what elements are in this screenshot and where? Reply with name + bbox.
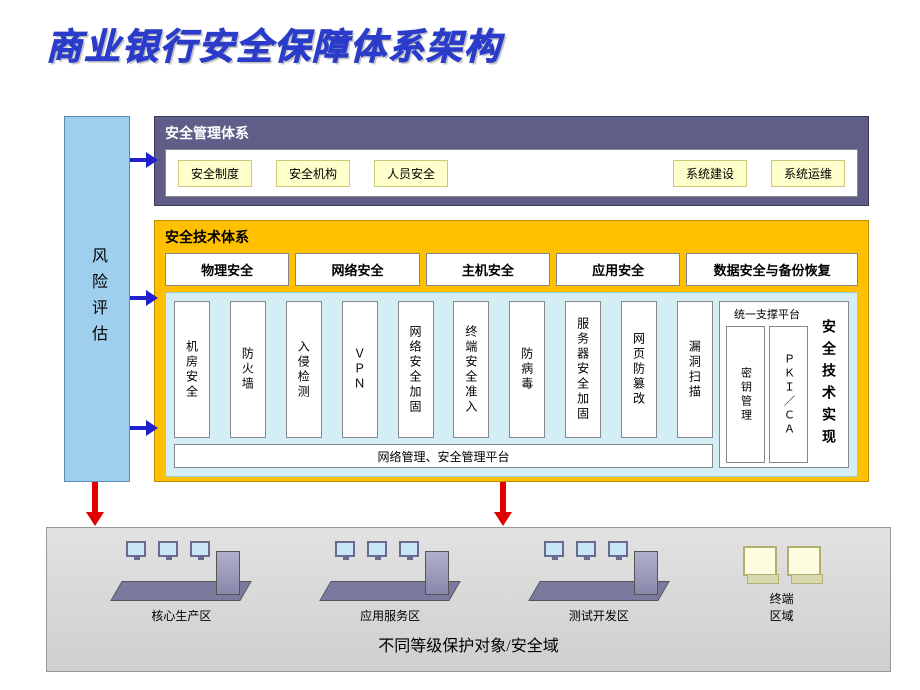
unified-label: 统一支撑平台 xyxy=(726,306,808,322)
arrow-red-icon xyxy=(500,482,506,514)
bottom-panel: 核心生产区 应用服务区 测试开发区 终端 区域 不同等级 xyxy=(46,527,891,672)
cat-box: 主机安全 xyxy=(426,253,550,286)
bottom-caption: 不同等级保护对象/安全域 xyxy=(47,632,890,656)
cat-box: 数据安全与备份恢复 xyxy=(686,253,858,286)
arrow-blue-icon xyxy=(130,426,148,430)
risk-sidebar: 风险评估 xyxy=(64,116,130,482)
zone-label: 应用服务区 xyxy=(360,607,420,624)
mgmt-box: 系统运维 xyxy=(771,160,845,187)
server-row: 核心生产区 应用服务区 测试开发区 终端 区域 xyxy=(47,536,890,624)
tech-col: 终端安全准入 xyxy=(453,301,489,438)
terminal-icon xyxy=(743,546,777,576)
terminal-zone: 终端 区域 xyxy=(743,546,821,624)
cat-box: 应用安全 xyxy=(556,253,680,286)
arrow-blue-icon xyxy=(130,296,148,300)
implementation-column: 安全技术实现 xyxy=(812,306,842,463)
server-zone: 核心生产区 xyxy=(116,539,246,624)
arrow-blue-icon xyxy=(130,158,148,162)
tech-col: 服务器安全加固 xyxy=(565,301,601,438)
tech-col: 漏洞扫描 xyxy=(677,301,713,438)
server-zone: 应用服务区 xyxy=(325,539,455,624)
technology-right: 统一支撑平台 密钥管理 ＰＫＩ／ＣＡ 安全技术实现 xyxy=(719,301,849,468)
mgmt-box: 人员安全 xyxy=(374,160,448,187)
terminal-label: 终端 区域 xyxy=(770,590,794,624)
unified-item: ＰＫＩ／ＣＡ xyxy=(769,326,808,463)
tech-col: 防病毒 xyxy=(509,301,545,438)
unified-items: 密钥管理 ＰＫＩ／ＣＡ xyxy=(726,326,808,463)
zone-label: 核心生产区 xyxy=(151,607,211,624)
risk-sidebar-label: 风险评估 xyxy=(85,247,109,351)
management-row: 安全制度 安全机构 人员安全 系统建设 系统运维 xyxy=(165,149,858,197)
technology-left: 机房安全 防火墙 入侵检测 ＶＰＮ 网络安全加固 终端安全准入 防病毒 服务器安… xyxy=(174,301,713,468)
unified-item: 密钥管理 xyxy=(726,326,765,463)
server-cluster-icon xyxy=(116,539,246,601)
cat-box: 网络安全 xyxy=(295,253,419,286)
mgmt-box: 系统建设 xyxy=(673,160,747,187)
tech-col: 防火墙 xyxy=(230,301,266,438)
management-group-2: 系统建设 系统运维 xyxy=(673,160,845,187)
management-group-1: 安全制度 安全机构 人员安全 xyxy=(178,160,448,187)
tech-col: ＶＰＮ xyxy=(342,301,378,438)
page-title: 商业银行安全保障体系架构 xyxy=(46,18,502,70)
platform-bar: 网络管理、安全管理平台 xyxy=(174,444,713,468)
technology-columns: 机房安全 防火墙 入侵检测 ＶＰＮ 网络安全加固 终端安全准入 防病毒 服务器安… xyxy=(174,301,713,438)
server-zone: 测试开发区 xyxy=(534,539,664,624)
management-title: 安全管理体系 xyxy=(165,123,858,143)
mgmt-box: 安全机构 xyxy=(276,160,350,187)
technology-categories: 物理安全 网络安全 主机安全 应用安全 数据安全与备份恢复 xyxy=(165,253,858,286)
management-panel: 安全管理体系 安全制度 安全机构 人员安全 系统建设 系统运维 xyxy=(154,116,869,206)
technology-panel: 安全技术体系 物理安全 网络安全 主机安全 应用安全 数据安全与备份恢复 机房安… xyxy=(154,220,869,482)
tech-col: 网络安全加固 xyxy=(398,301,434,438)
terminal-icon xyxy=(787,546,821,576)
technology-title: 安全技术体系 xyxy=(165,227,858,247)
mgmt-box: 安全制度 xyxy=(178,160,252,187)
zone-label: 测试开发区 xyxy=(569,607,629,624)
cat-box: 物理安全 xyxy=(165,253,289,286)
terminal-icons xyxy=(743,546,821,576)
technology-body: 机房安全 防火墙 入侵检测 ＶＰＮ 网络安全加固 终端安全准入 防病毒 服务器安… xyxy=(165,292,858,477)
tech-col: 入侵检测 xyxy=(286,301,322,438)
server-cluster-icon xyxy=(325,539,455,601)
tech-col: 机房安全 xyxy=(174,301,210,438)
unified-platform: 统一支撑平台 密钥管理 ＰＫＩ／ＣＡ xyxy=(726,306,808,463)
tech-col: 网页防篡改 xyxy=(621,301,657,438)
server-cluster-icon xyxy=(534,539,664,601)
arrow-red-icon xyxy=(92,482,98,514)
